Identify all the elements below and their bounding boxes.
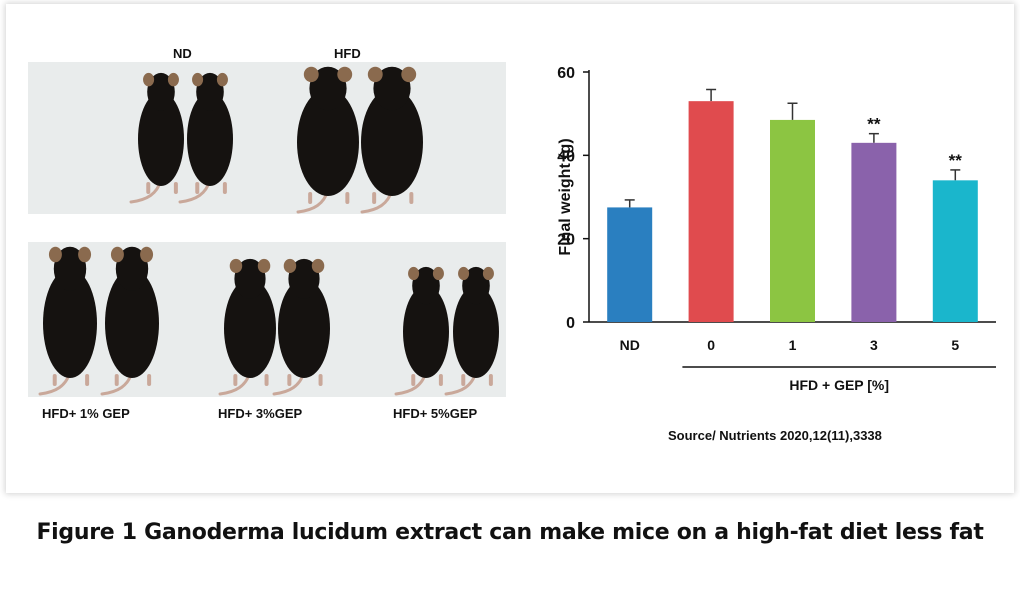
label-hfd-1-gep: HFD+ 1% GEP bbox=[42, 406, 130, 421]
mouse-hfd-1 bbox=[296, 66, 359, 214]
y-tick-label: 40 bbox=[557, 148, 575, 165]
mice-photo-bottom bbox=[28, 242, 506, 397]
x-tick-label: 5 bbox=[951, 337, 959, 353]
bar-ND bbox=[607, 207, 653, 322]
mice-photo-top bbox=[28, 62, 506, 214]
y-tick-label: 0 bbox=[566, 315, 575, 332]
mice-top-illustration bbox=[129, 66, 423, 214]
x-tick-label: 0 bbox=[707, 337, 715, 353]
mouse-gep1-2 bbox=[100, 246, 159, 396]
y-axis-label: Final weight (g) bbox=[557, 138, 574, 255]
mouse-gep3-1 bbox=[218, 258, 276, 396]
significance-mark: ** bbox=[949, 151, 963, 170]
label-hfd-3-gep: HFD+ 3%GEP bbox=[218, 406, 303, 421]
label-nd: ND bbox=[173, 46, 192, 61]
x-tick-label: 1 bbox=[789, 337, 797, 353]
mouse-gep5-1 bbox=[394, 266, 449, 396]
label-hfd-5-gep: HFD+ 5%GEP bbox=[393, 406, 478, 421]
figure-panel: ND HFD HFD+ 1% GEP HFD+ 3%GEP HFD+ 5%GEP… bbox=[6, 4, 1014, 493]
label-hfd: HFD bbox=[334, 46, 361, 61]
mouse-nd-2 bbox=[178, 72, 233, 204]
mouse-gep5-2 bbox=[444, 266, 499, 396]
x-tick-label: 3 bbox=[870, 337, 878, 353]
mouse-gep1-1 bbox=[38, 246, 97, 396]
y-tick-label: 60 bbox=[557, 65, 575, 82]
bar-5 bbox=[932, 180, 978, 322]
figure-caption: Figure 1 Ganoderma lucidum extract can m… bbox=[36, 520, 984, 545]
significance-mark: ** bbox=[867, 115, 881, 134]
mice-bottom-illustration bbox=[38, 246, 499, 396]
mouse-hfd-2 bbox=[360, 66, 423, 214]
bar-3 bbox=[851, 142, 897, 322]
bar-0 bbox=[688, 101, 734, 322]
source-note: Source/ Nutrients 2020,12(11),3338 bbox=[668, 428, 882, 443]
mouse-nd-1 bbox=[129, 72, 184, 204]
x-tick-label: ND bbox=[620, 337, 640, 353]
x-axis-label: HFD + GEP [%] bbox=[789, 377, 889, 393]
bar-chart: 0 20 40 60 Final weight (g) ND 0 1 3 ** 5 ** HFD + G… bbox=[557, 65, 996, 393]
mouse-gep3-2 bbox=[272, 258, 330, 396]
y-tick-label: 20 bbox=[557, 232, 575, 249]
bar-1 bbox=[770, 119, 815, 323]
